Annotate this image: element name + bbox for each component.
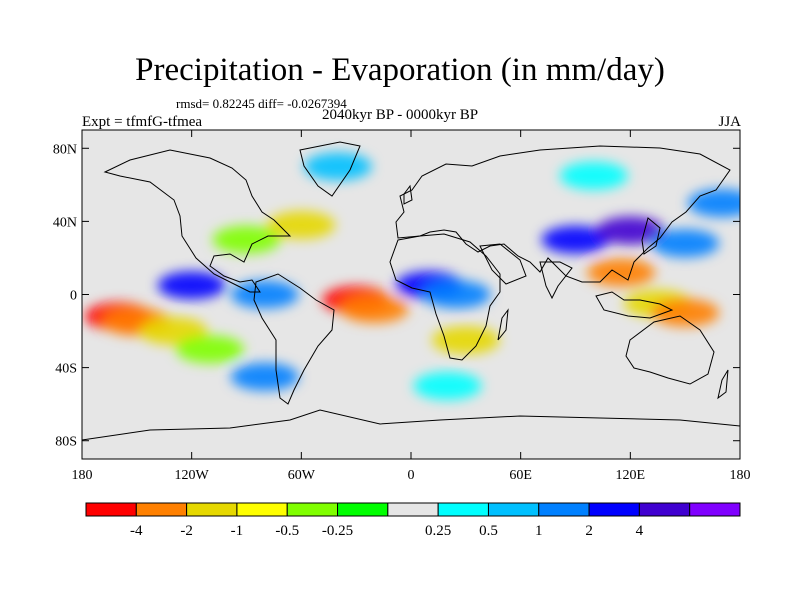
coast-new-zealand (717, 369, 729, 400)
coast-india (539, 261, 573, 300)
lon-tick-label: 60E (509, 468, 532, 483)
anomaly-patch (157, 271, 226, 300)
anomaly-patch (587, 258, 656, 287)
coast-africa (389, 233, 501, 361)
lat-tick-label: 40S (55, 362, 77, 377)
map-axes: 80N 40N 0 40S 80S 180 120W 60W 0 60E 120E 180 (53, 130, 751, 483)
lat-tick-label: 80N (53, 142, 77, 157)
lat-tick-label: 40N (53, 215, 77, 230)
colorbar-label: -0.5 (275, 523, 299, 539)
stats-line: rmsd= 0.82245 diff= -0.0267394 (176, 96, 347, 111)
colorbar-swatch (286, 502, 339, 517)
anomaly-patch (267, 211, 336, 240)
anomaly-patch (413, 371, 482, 400)
colorbar-swatch (588, 502, 640, 517)
colorbar-swatch (186, 502, 238, 517)
coast-japan (641, 217, 661, 255)
experiment-label: Expt = tfmfG-tfmea (82, 114, 203, 130)
lon-tick-label: 60W (288, 468, 316, 483)
coast-arabia (479, 243, 527, 285)
colorbar-swatch (387, 502, 439, 517)
colorbar-swatch (689, 502, 741, 517)
coast-madagascar (497, 308, 509, 341)
colorbar-swatch (85, 502, 137, 517)
anomaly-patch (651, 229, 720, 258)
colorbar-swatch (135, 502, 188, 517)
lon-tick-label: 180 (730, 468, 751, 483)
colorbar-swatch (487, 502, 540, 517)
anomaly-patch (230, 280, 299, 309)
chart-title: Precipitation - Evaporation (in mm/day) (135, 52, 665, 88)
anomaly-patch (651, 298, 720, 327)
anomaly-patch (175, 335, 244, 364)
coast-greenland (299, 141, 361, 197)
anomaly-patch (303, 152, 372, 181)
colorbar-label: -1 (231, 523, 244, 539)
coast-south-america (253, 273, 335, 405)
coast-antarctica (82, 409, 740, 441)
lat-tick-label: 0 (70, 289, 77, 304)
coastlines (82, 141, 740, 441)
anomaly-patch (541, 225, 610, 254)
colorbar-label: -4 (130, 523, 143, 539)
season-label: JJA (718, 114, 741, 130)
lon-tick-label: 120E (616, 468, 646, 483)
lon-tick-label: 0 (408, 468, 415, 483)
colorbar-label: -0.25 (322, 523, 353, 539)
colorbar-label: -2 (180, 523, 193, 539)
lon-tick-label: 120W (175, 468, 210, 483)
coast-indonesia (595, 291, 674, 319)
anomaly-patch (422, 280, 491, 309)
coast-australia (625, 315, 715, 385)
colorbar-swatch (337, 502, 389, 517)
anomaly-patch (230, 362, 299, 391)
period-label: 2040kyr BP - 0000kyr BP (322, 107, 479, 123)
lat-tick-label: 80S (55, 435, 77, 450)
colorbar-label: 0.25 (425, 523, 451, 539)
anomaly-field (84, 152, 740, 400)
lon-tick-label: 180 (72, 468, 93, 483)
anomaly-patch (559, 161, 628, 190)
anomaly-patch (687, 189, 740, 218)
anomaly-patch (340, 295, 409, 324)
coast-uk (403, 184, 413, 205)
anomaly-patch (212, 225, 281, 254)
colorbar-label: 2 (585, 523, 593, 539)
coast-north-america (103, 149, 292, 293)
anomaly-patch (596, 216, 665, 245)
colorbar-swatch (437, 502, 489, 517)
colorbar-swatch (538, 502, 590, 517)
colorbar-swatch (638, 502, 691, 517)
colorbar-label: 1 (535, 523, 543, 539)
colorbar-swatch (236, 502, 288, 517)
colorbar-label: 4 (636, 523, 644, 539)
colorbar-label: 0.5 (479, 523, 498, 539)
colorbar: -4 -2 -1 -0.5 -0.25 0.25 0.5 1 2 4 (85, 502, 741, 539)
